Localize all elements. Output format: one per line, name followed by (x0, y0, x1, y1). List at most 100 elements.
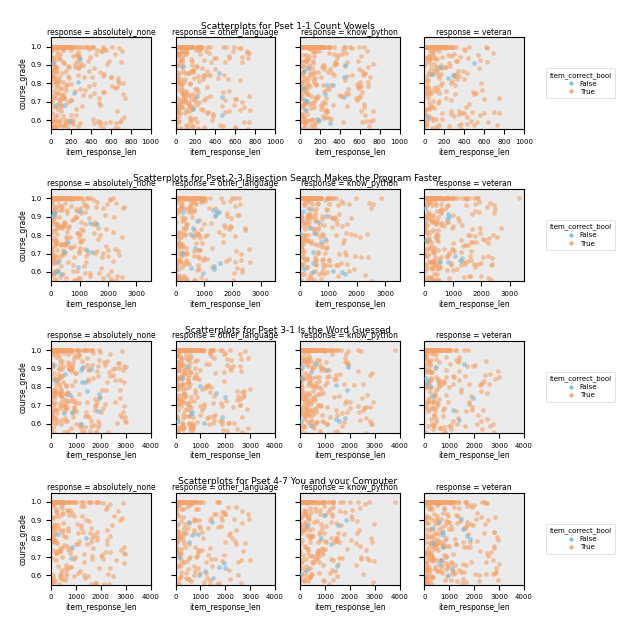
Point (64, 62, 74, 72)
Point (56, 269, 66, 279)
Point (183, 90, 194, 100)
Point (189, 514, 199, 524)
Point (172, 51, 182, 61)
Point (468, 361, 479, 371)
Point (93, 415, 104, 425)
Point (193, 123, 203, 132)
Point (298, 113, 309, 123)
Point (47, 193, 57, 203)
Point (315, 42, 325, 52)
Point (51, 374, 61, 384)
Point (65, 549, 75, 559)
Point (184, 552, 194, 562)
Point (50, 236, 60, 246)
Point (302, 96, 312, 106)
Point (178, 94, 189, 104)
Point (59, 406, 69, 416)
Point (424, 193, 435, 203)
Point (189, 527, 199, 537)
Point (424, 345, 434, 355)
Point (171, 47, 181, 57)
Point (299, 193, 309, 203)
Point (466, 557, 477, 567)
Point (230, 231, 240, 241)
Point (321, 243, 332, 253)
Point (66, 381, 77, 391)
Point (422, 42, 432, 52)
Point (61, 79, 72, 89)
Point (466, 236, 476, 246)
Point (52, 193, 63, 203)
Point (436, 193, 447, 203)
Point (185, 350, 196, 360)
Point (447, 415, 458, 425)
Point (49, 123, 59, 132)
Point (427, 524, 438, 534)
Point (51, 497, 61, 507)
Point (210, 203, 220, 213)
Point (179, 368, 189, 378)
Point (360, 545, 371, 555)
Point (224, 224, 234, 234)
Point (343, 356, 353, 366)
Point (427, 113, 438, 123)
Point (422, 42, 432, 52)
Point (56, 193, 66, 203)
Point (443, 562, 454, 572)
Point (47, 193, 57, 203)
Point (49, 101, 59, 111)
Point (176, 42, 186, 52)
Point (63, 506, 73, 516)
Point (426, 502, 436, 512)
Point (432, 345, 442, 355)
Point (358, 569, 368, 579)
Point (53, 374, 63, 384)
Point (424, 42, 435, 52)
Point (178, 345, 188, 355)
Point (364, 497, 374, 507)
Point (47, 497, 57, 507)
Point (423, 497, 433, 507)
Point (176, 544, 186, 554)
Point (59, 408, 69, 418)
Point (298, 193, 308, 203)
Point (298, 345, 309, 355)
Point (447, 563, 457, 573)
Point (426, 101, 436, 111)
Point (58, 394, 68, 404)
Point (327, 345, 337, 355)
Point (456, 248, 466, 258)
Point (420, 52, 431, 62)
Point (56, 261, 66, 271)
Point (98, 356, 109, 366)
Point (181, 47, 192, 57)
Point (217, 110, 227, 120)
Point (438, 504, 449, 514)
Point (296, 193, 306, 203)
Point (70, 368, 81, 378)
Point (176, 42, 187, 52)
Point (461, 497, 471, 507)
Point (494, 108, 504, 118)
Point (203, 107, 213, 117)
Point (78, 225, 88, 235)
Point (186, 409, 196, 419)
Point (51, 110, 61, 120)
Point (493, 559, 504, 569)
Point (298, 60, 309, 70)
Point (178, 373, 188, 383)
Point (190, 84, 201, 94)
Point (431, 44, 441, 54)
Point (462, 518, 472, 527)
Point (448, 406, 458, 415)
Point (184, 497, 194, 507)
Point (101, 504, 111, 514)
Point (302, 262, 312, 272)
Point (323, 199, 334, 209)
Point (475, 512, 486, 522)
Point (478, 252, 488, 262)
Point (58, 202, 68, 212)
Point (61, 389, 72, 399)
Point (300, 196, 310, 206)
Point (322, 84, 332, 94)
